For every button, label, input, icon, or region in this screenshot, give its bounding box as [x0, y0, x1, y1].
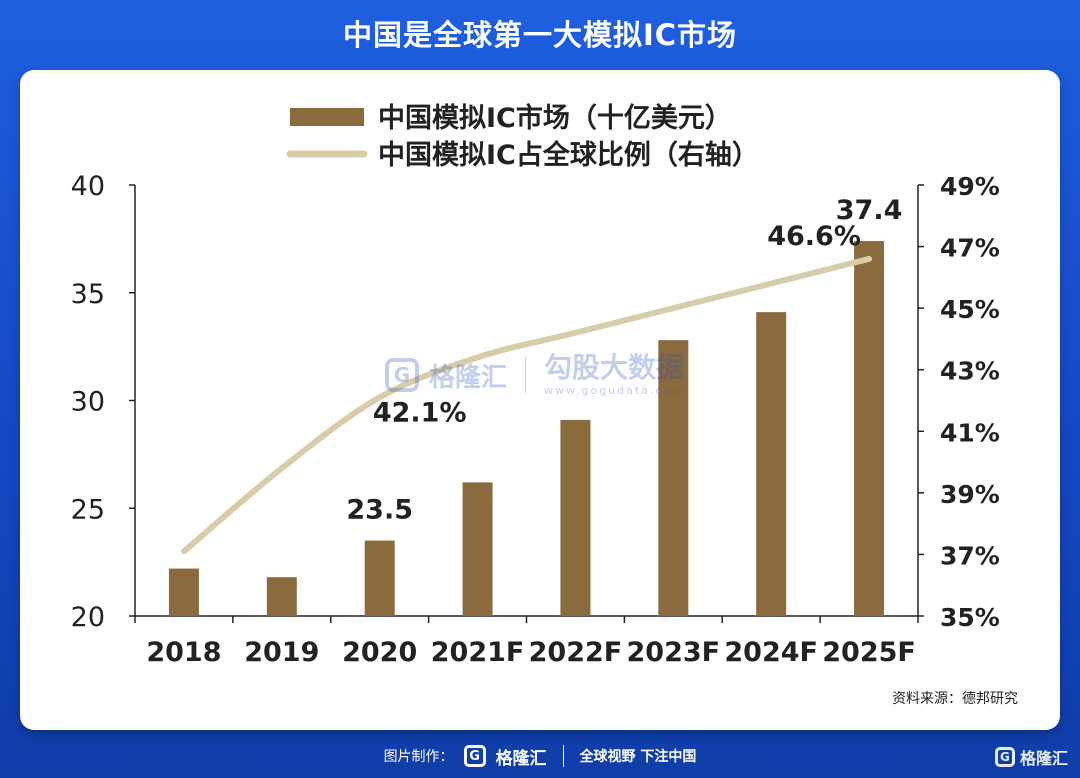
- right-axis-tick-label: 37%: [940, 541, 1000, 570]
- right-axis-tick-label: 47%: [940, 234, 1000, 263]
- bar: [756, 312, 787, 616]
- bar: [462, 482, 493, 616]
- footer-divider: [562, 745, 564, 767]
- right-axis-tick-label: 43%: [940, 357, 1000, 386]
- left-axis-tick-label: 30: [71, 387, 105, 418]
- right-axis-tick-label: 39%: [940, 480, 1000, 509]
- bar: [658, 340, 689, 616]
- x-axis-tick-label: 2019: [244, 637, 319, 668]
- source-note: 资料来源：德邦研究: [892, 691, 1018, 707]
- legend-label: 中国模拟IC市场（十亿美元）: [378, 102, 732, 134]
- watermark-url: www.gogudata.com: [544, 384, 685, 397]
- data-label: 23.5: [346, 495, 413, 526]
- bar: [560, 419, 591, 616]
- footer: 图片制作： G 格隆汇 全球视野 下注中国: [0, 740, 1080, 772]
- left-axis-tick-label: 20: [71, 602, 105, 633]
- right-axis-tick-label: 49%: [940, 172, 1000, 201]
- x-axis-tick-label: 2024F: [724, 637, 818, 668]
- x-axis-tick-label: 2020: [342, 637, 417, 668]
- watermark: G 格隆汇 勾股大数据 www.gogudata.com: [385, 352, 685, 398]
- watermark-divider: [525, 357, 527, 393]
- chart-card: 20 25 30 35 40 35% 37% 39% 41% 43% 45% 47% 49% 2018 20…: [20, 70, 1060, 730]
- bar: [168, 568, 199, 616]
- bar: [854, 241, 885, 616]
- footer-brand: 格隆汇: [495, 748, 547, 769]
- left-axis-tick-label: 25: [71, 494, 105, 525]
- watermark-logo-icon: G: [385, 358, 419, 392]
- corner-logo-icon: G: [994, 747, 1015, 767]
- bar: [266, 577, 297, 616]
- legend-swatch-bar: [290, 108, 364, 126]
- footer-label: 图片制作：: [383, 749, 454, 765]
- left-axis-tick-label: 35: [71, 279, 105, 310]
- right-axis-tick-label: 41%: [940, 418, 1000, 447]
- bar: [364, 540, 395, 616]
- watermark-name: 勾股大数据: [544, 351, 685, 384]
- footer-logo-icon: G: [463, 745, 486, 767]
- right-axis-tick-label: 45%: [940, 295, 1000, 324]
- chart: 20 25 30 35 40 35% 37% 39% 41% 43% 45% 47% 49% 2018 20…: [71, 102, 1000, 668]
- data-label: 46.6%: [767, 221, 861, 252]
- footer-slogan: 全球视野 下注中国: [579, 749, 697, 765]
- series-line: [180, 255, 873, 555]
- x-axis-tick-label: 2022F: [529, 637, 623, 668]
- page-title: 中国是全球第一大模拟IC市场: [342, 18, 738, 52]
- watermark-brand: 格隆汇: [429, 362, 508, 393]
- right-axis-tick-label: 35%: [940, 603, 1000, 632]
- corner-brand: 格隆汇: [1019, 749, 1068, 768]
- x-axis-tick-label: 2023F: [627, 637, 721, 668]
- x-axis-tick-label: 2025F: [822, 637, 916, 668]
- left-axis-tick-label: 40: [71, 171, 105, 202]
- legend-label: 中国模拟IC占全球比例（右轴）: [378, 139, 759, 171]
- x-axis-tick-label: 2018: [146, 637, 221, 668]
- corner-logo: G 格隆汇: [994, 745, 1068, 769]
- x-axis-tick-label: 2021F: [431, 637, 525, 668]
- data-label: 37.4: [836, 195, 903, 226]
- data-label: 42.1%: [373, 397, 467, 428]
